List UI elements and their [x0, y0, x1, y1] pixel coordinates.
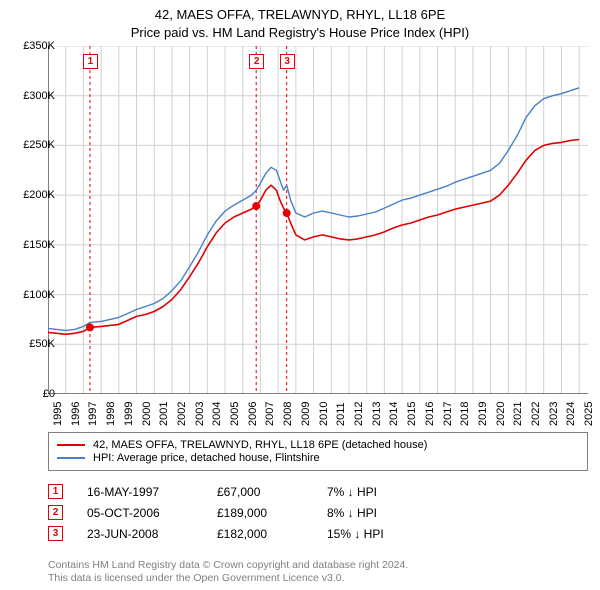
transaction-price: £67,000: [217, 485, 327, 499]
y-tick-label: £150K: [5, 239, 55, 251]
footer-line-2: This data is licensed under the Open Gov…: [48, 572, 408, 586]
x-tick-label: 1998: [105, 402, 117, 426]
y-tick-label: £350K: [5, 40, 55, 52]
transactions-list: 1 16-MAY-1997£67,0007% ↓ HPI 2 05-OCT-2006£…: [48, 478, 384, 547]
x-tick-label: 1995: [52, 402, 64, 426]
legend-swatch: [57, 444, 85, 446]
x-tick-label: 2001: [158, 402, 170, 426]
x-tick-label: 2000: [141, 402, 153, 426]
footer-attribution: Contains HM Land Registry data © Crown c…: [48, 559, 408, 586]
x-tick-label: 2005: [229, 402, 241, 426]
x-tick-label: 2012: [353, 402, 365, 426]
x-tick-label: 2002: [176, 402, 188, 426]
x-tick-label: 2016: [424, 402, 436, 426]
legend-label: HPI: Average price, detached house, Flin…: [93, 452, 320, 464]
transaction-row: 1 16-MAY-1997£67,0007% ↓ HPI: [48, 484, 384, 499]
transaction-marker: 1: [48, 484, 63, 499]
x-tick-label: 2020: [495, 402, 507, 426]
transaction-row: 3 23-JUN-2008£182,00015% ↓ HPI: [48, 526, 384, 541]
x-tick-label: 2008: [282, 402, 294, 426]
x-tick-label: 2003: [194, 402, 206, 426]
x-tick-label: 2011: [335, 402, 347, 426]
chart-plot-area: [48, 46, 588, 394]
x-tick-label: 2006: [247, 402, 259, 426]
x-tick-label: 2004: [211, 402, 223, 426]
chart-container: 42, MAES OFFA, TRELAWNYD, RHYL, LL18 6PE…: [0, 0, 600, 590]
title-line-2: Price paid vs. HM Land Registry's House …: [0, 24, 600, 42]
footer-line-1: Contains HM Land Registry data © Crown c…: [48, 559, 408, 573]
x-tick-label: 1996: [70, 402, 82, 426]
y-tick-label: £50K: [5, 338, 55, 350]
transaction-price: £182,000: [217, 527, 327, 541]
y-tick-label: £0: [5, 388, 55, 400]
transaction-row: 2 05-OCT-2006£189,0008% ↓ HPI: [48, 505, 384, 520]
chart-svg: [48, 46, 588, 394]
legend-row: HPI: Average price, detached house, Flin…: [57, 452, 579, 464]
y-tick-label: £100K: [5, 289, 55, 301]
x-tick-label: 2022: [530, 402, 542, 426]
x-tick-label: 2019: [477, 402, 489, 426]
legend-box: 42, MAES OFFA, TRELAWNYD, RHYL, LL18 6PE…: [48, 432, 588, 471]
x-tick-label: 2009: [300, 402, 312, 426]
y-tick-label: £300K: [5, 90, 55, 102]
x-tick-label: 2013: [371, 402, 383, 426]
title-line-1: 42, MAES OFFA, TRELAWNYD, RHYL, LL18 6PE: [0, 6, 600, 24]
x-tick-label: 1999: [123, 402, 135, 426]
event-marker-box: 1: [83, 54, 98, 69]
y-tick-label: £200K: [5, 189, 55, 201]
x-tick-label: 2018: [459, 402, 471, 426]
legend-swatch: [57, 457, 85, 459]
x-tick-label: 2023: [548, 402, 560, 426]
x-tick-label: 2010: [318, 402, 330, 426]
x-tick-label: 1997: [87, 402, 99, 426]
transaction-diff: 7% ↓ HPI: [327, 485, 377, 499]
transaction-date: 23-JUN-2008: [87, 527, 217, 541]
transaction-price: £189,000: [217, 506, 327, 520]
x-tick-label: 2024: [565, 402, 577, 426]
event-marker-box: 2: [249, 54, 264, 69]
x-tick-label: 2015: [406, 402, 418, 426]
title-block: 42, MAES OFFA, TRELAWNYD, RHYL, LL18 6PE…: [0, 0, 600, 42]
legend-label: 42, MAES OFFA, TRELAWNYD, RHYL, LL18 6PE…: [93, 439, 427, 451]
x-tick-label: 2007: [264, 402, 276, 426]
y-tick-label: £250K: [5, 139, 55, 151]
x-tick-label: 2014: [388, 402, 400, 426]
x-tick-label: 2021: [512, 402, 524, 426]
transaction-marker: 2: [48, 505, 63, 520]
event-marker-box: 3: [280, 54, 295, 69]
transaction-diff: 15% ↓ HPI: [327, 527, 384, 541]
transaction-marker: 3: [48, 526, 63, 541]
transaction-date: 16-MAY-1997: [87, 485, 217, 499]
transaction-diff: 8% ↓ HPI: [327, 506, 377, 520]
x-tick-label: 2025: [583, 402, 595, 426]
legend-row: 42, MAES OFFA, TRELAWNYD, RHYL, LL18 6PE…: [57, 439, 579, 451]
transaction-date: 05-OCT-2006: [87, 506, 217, 520]
x-tick-label: 2017: [442, 402, 454, 426]
